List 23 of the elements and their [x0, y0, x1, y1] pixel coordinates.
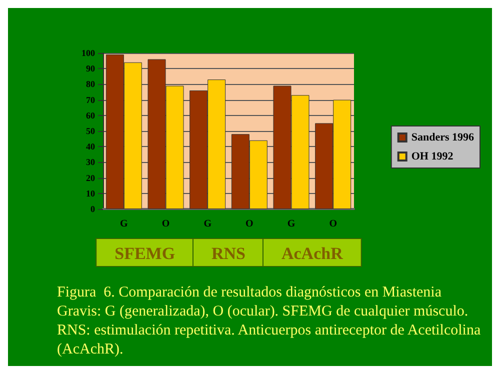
- x-tick-label: O: [329, 218, 338, 230]
- y-tick-label: 80: [86, 79, 96, 90]
- x-tick-label: O: [162, 218, 170, 230]
- text: SFEMG: [114, 244, 176, 263]
- y-tick-label: 50: [86, 126, 96, 136]
- text: AcAchR: [281, 244, 344, 263]
- y-tick-label: 70: [86, 94, 96, 105]
- y-tick-label: 0: [90, 204, 96, 214]
- y-tick-label: 60: [86, 110, 96, 120]
- legend-label: Sanders 1996: [411, 132, 474, 144]
- y-tick-label: 90: [86, 64, 96, 74]
- x-tick-label: G: [204, 218, 212, 230]
- legend-label: OH 1992: [411, 150, 454, 162]
- x-tick-label: G: [287, 218, 296, 230]
- text: RNS: [211, 244, 246, 263]
- y-tick-label: 10: [86, 188, 96, 198]
- y-tick-label: 40: [86, 142, 96, 152]
- text: Figura 6. Comparación de resultados diagnósticos en Miastenia Gravis: G (generalizada), O (ocular). SFEMG de cualquier músculo. RNS: estimulación repetitiva. Anticuerpos antireceptor de Acetilcolina (AcAchR).: [57, 284, 484, 358]
- y-tick-label: 100: [82, 48, 96, 58]
- x-tick-label: O: [246, 218, 254, 230]
- y-tick-label: 30: [86, 157, 96, 168]
- y-tick-label: 20: [86, 172, 96, 183]
- x-tick-label: G: [120, 218, 128, 230]
